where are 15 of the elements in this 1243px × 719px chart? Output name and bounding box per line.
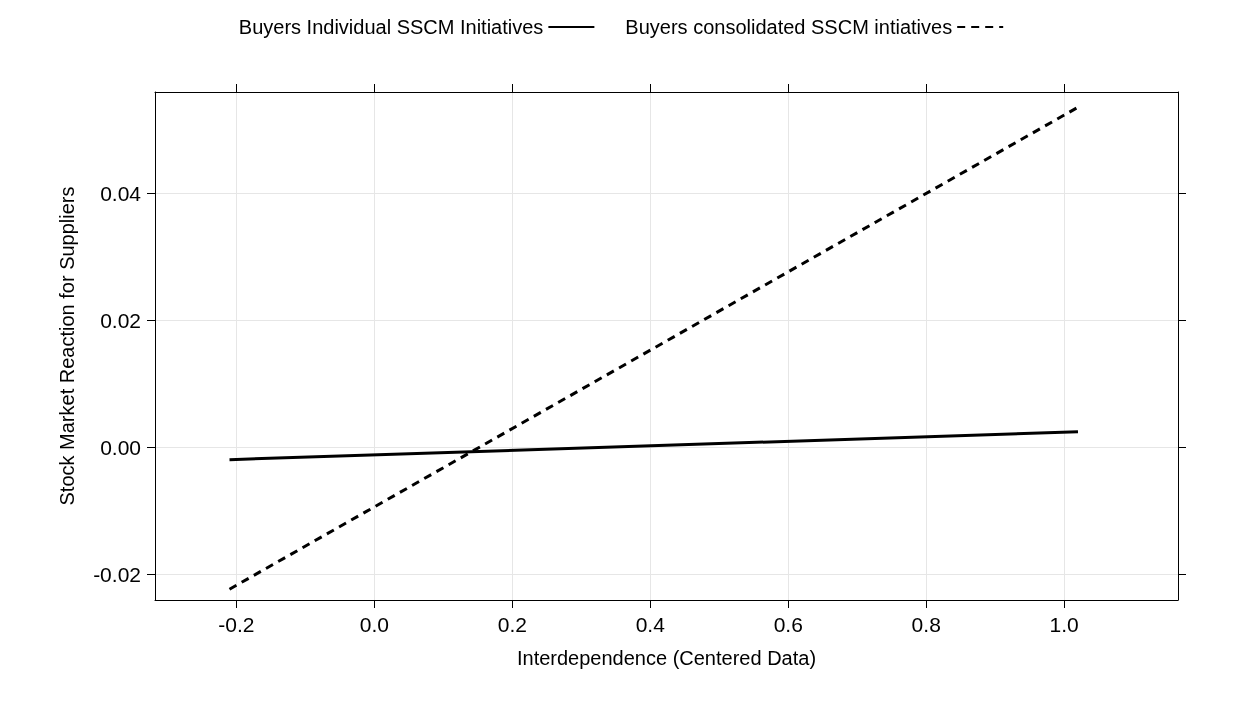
x-tick-label: 0.8 [911,613,941,636]
x-tick-label: 0.6 [773,613,803,636]
y-tick-label: 0.02 [100,309,141,333]
x-tick-label: 1.0 [1049,613,1079,636]
legend-label: Buyers Individual SSCM Initiatives [238,16,544,38]
x-tick-label: 0.4 [635,613,666,636]
x-axis-title: Interdependence (Centered Data) [516,647,817,669]
x-tick-label: 0.2 [497,613,527,636]
x-tick-label: -0.2 [218,613,255,636]
y-tick-label: 0.04 [100,182,142,206]
x-tick-label: 0.0 [359,613,389,636]
y-axis-title: Stock Market Reaction for Suppliers [56,186,78,506]
y-tick-label: -0.02 [93,563,141,587]
y-tick-label: 0.00 [100,436,141,460]
legend-label: Buyers consolidated SSCM intiatives [625,16,953,38]
